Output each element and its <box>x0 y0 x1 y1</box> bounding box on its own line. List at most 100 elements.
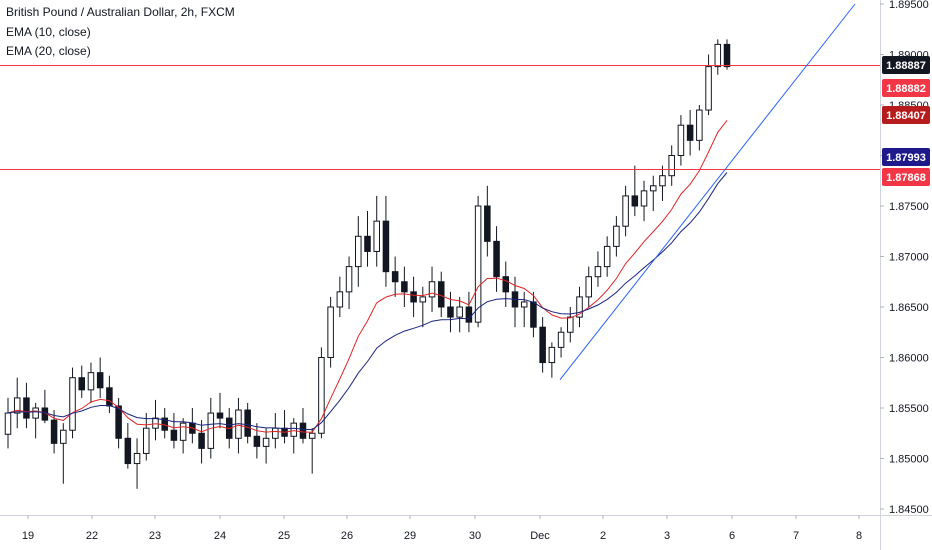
chart-legend: British Pound / Australian Dollar, 2h, F… <box>6 3 235 62</box>
chart-title: British Pound / Australian Dollar, 2h, F… <box>6 5 235 19</box>
candle-body <box>253 435 261 447</box>
candle-body <box>484 205 491 242</box>
y-tick-label: 1.85500 <box>889 403 929 415</box>
x-tick-label: 8 <box>856 530 862 542</box>
candle-body <box>603 245 611 268</box>
candle-body <box>23 397 30 419</box>
price-badge-label: 1.88882 <box>886 83 926 95</box>
candle-body <box>198 432 205 449</box>
candle-body <box>668 155 675 177</box>
candle-body <box>355 235 362 268</box>
candle-body <box>4 412 12 435</box>
x-tick-label: 22 <box>86 530 98 542</box>
candle-body <box>143 427 150 454</box>
candle-body <box>714 43 722 68</box>
candle-body <box>594 266 602 278</box>
price-badge <box>882 168 930 186</box>
candle-body <box>391 271 399 283</box>
legend-ema10: EMA (10, close) <box>6 24 91 39</box>
candle-body <box>207 412 215 449</box>
x-tick-label: 30 <box>469 530 481 542</box>
candle-body <box>585 276 592 298</box>
price-badge <box>882 56 930 74</box>
legend-ema20: EMA (20, close) <box>6 44 91 58</box>
candle-body <box>447 306 454 318</box>
candle-body <box>106 387 113 407</box>
candle-body <box>576 296 583 318</box>
candle-body <box>87 372 95 391</box>
y-tick-label: 1.86000 <box>889 353 929 365</box>
price-badge <box>882 148 930 166</box>
candle-body <box>124 437 132 465</box>
candle-body <box>152 417 159 429</box>
candle-body <box>456 306 463 318</box>
candle-body <box>723 43 731 68</box>
candle-body <box>308 432 316 439</box>
x-tick-label: 3 <box>664 530 670 542</box>
ema20-line <box>7 172 728 431</box>
candle-body <box>216 412 224 419</box>
candle-body <box>69 377 76 431</box>
candle-body <box>327 306 334 358</box>
x-tick-label: Dec <box>530 530 550 542</box>
x-tick-label: 2 <box>600 530 606 542</box>
candle-body <box>115 405 122 439</box>
y-tick-label: 1.86500 <box>889 302 929 314</box>
candle-body <box>557 331 565 348</box>
candle-body <box>364 235 371 252</box>
y-tick-label: 1.87500 <box>889 201 929 213</box>
x-tick-label: 29 <box>404 530 416 542</box>
x-tick-label: 7 <box>793 530 799 542</box>
x-tick-label: 19 <box>22 530 34 542</box>
candle-body <box>502 276 510 293</box>
candle-body <box>659 175 666 187</box>
candle-body <box>419 296 427 303</box>
price-badge-label: 1.87868 <box>886 172 926 184</box>
candle-body <box>244 409 251 437</box>
candle-body <box>60 429 67 444</box>
candle-body <box>437 281 445 308</box>
candle-body <box>428 281 436 298</box>
candle-body <box>705 66 712 111</box>
candle-body <box>539 326 546 364</box>
y-tick-label: 1.89500 <box>889 0 929 11</box>
price-badge-label: 1.88407 <box>886 110 926 122</box>
candle-body <box>373 220 380 252</box>
candle-body <box>32 407 39 419</box>
candle-body <box>493 240 500 278</box>
candle-body <box>631 195 639 207</box>
x-tick-label: 6 <box>729 530 735 542</box>
price-badge <box>882 106 930 124</box>
candle-body <box>686 124 694 141</box>
x-tick-label: 24 <box>214 530 226 542</box>
x-tick-label: 25 <box>278 530 290 542</box>
candle-body <box>272 427 279 439</box>
candle-body <box>677 124 685 156</box>
candle-body <box>170 429 178 441</box>
candle-body <box>548 346 556 364</box>
x-tick-label: 26 <box>341 530 353 542</box>
candle-body <box>78 377 86 391</box>
price-badge-label: 1.88887 <box>886 60 926 72</box>
candle-body <box>622 195 629 227</box>
candle-body <box>696 109 703 141</box>
candle-body <box>465 306 473 323</box>
candle-body <box>410 291 417 303</box>
price-badge <box>882 79 930 97</box>
candle-body <box>13 397 21 414</box>
candle-body <box>567 316 574 333</box>
candle-body <box>382 220 390 273</box>
y-tick-label: 1.84500 <box>889 504 929 516</box>
candle-body <box>613 225 620 247</box>
candle-body <box>474 205 482 323</box>
y-tick-label: 1.87000 <box>889 252 929 264</box>
candle-body <box>133 452 141 465</box>
candle-body <box>290 422 298 437</box>
price-badge-label: 1.87993 <box>886 152 926 164</box>
candle-body <box>345 266 353 293</box>
candle-body <box>318 357 325 434</box>
candle-body <box>401 281 408 293</box>
candle-body <box>530 301 537 328</box>
candle-body <box>50 419 58 444</box>
